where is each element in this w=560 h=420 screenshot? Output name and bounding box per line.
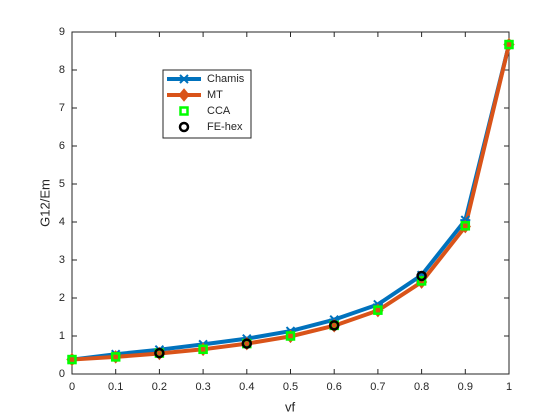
x-tick-label: 0.3 bbox=[195, 381, 210, 393]
y-axis-label: G12/Em bbox=[37, 179, 52, 227]
x-tick-label: 0 bbox=[69, 381, 75, 393]
marker bbox=[416, 276, 427, 286]
x-tick-label: 0.4 bbox=[239, 381, 254, 393]
legend-marker bbox=[179, 106, 189, 116]
x-tick-label: 0.6 bbox=[327, 381, 342, 393]
marker bbox=[241, 338, 253, 349]
marker bbox=[178, 88, 190, 102]
marker bbox=[179, 106, 189, 116]
marker bbox=[285, 331, 296, 341]
marker bbox=[504, 39, 514, 50]
legend-marker bbox=[178, 121, 190, 133]
legend-label: CCA bbox=[207, 105, 231, 117]
x-tick-label: 0.8 bbox=[414, 381, 429, 393]
x-tick-label: 0.1 bbox=[108, 381, 123, 393]
x-axis-label: vf bbox=[285, 399, 296, 414]
legend-marker bbox=[178, 88, 190, 102]
y-tick-label: 1 bbox=[59, 330, 65, 342]
x-tick-label: 0.9 bbox=[458, 381, 473, 393]
legend-marker bbox=[179, 74, 189, 84]
marker bbox=[178, 121, 190, 133]
plot-frame bbox=[71, 31, 510, 375]
x-tick-label: 0.2 bbox=[152, 381, 167, 393]
marker bbox=[67, 354, 77, 365]
x-tick-label: 0.7 bbox=[370, 381, 385, 393]
y-tick-label: 5 bbox=[59, 178, 65, 190]
marker bbox=[110, 352, 121, 362]
legend-label: FE-hex bbox=[207, 121, 243, 133]
y-tick-label: 2 bbox=[59, 292, 65, 304]
y-tick-label: 8 bbox=[59, 64, 65, 76]
legend-label: MT bbox=[207, 89, 223, 101]
marker bbox=[198, 344, 208, 355]
marker bbox=[154, 347, 165, 359]
y-tick-label: 6 bbox=[59, 140, 65, 152]
legend-box bbox=[162, 69, 252, 139]
marker bbox=[373, 305, 383, 315]
legend-label: Chamis bbox=[207, 73, 245, 85]
y-tick-label: 3 bbox=[59, 254, 65, 266]
marker bbox=[328, 320, 340, 331]
y-tick-label: 0 bbox=[59, 368, 65, 380]
marker bbox=[179, 74, 189, 84]
x-tick-label: 0.5 bbox=[283, 381, 298, 393]
y-tick-label: 4 bbox=[59, 216, 65, 228]
marker bbox=[416, 270, 427, 282]
y-tick-label: 9 bbox=[59, 26, 65, 38]
x-tick-label: 1 bbox=[506, 381, 512, 393]
marker bbox=[460, 221, 471, 231]
y-tick-label: 7 bbox=[59, 102, 65, 114]
